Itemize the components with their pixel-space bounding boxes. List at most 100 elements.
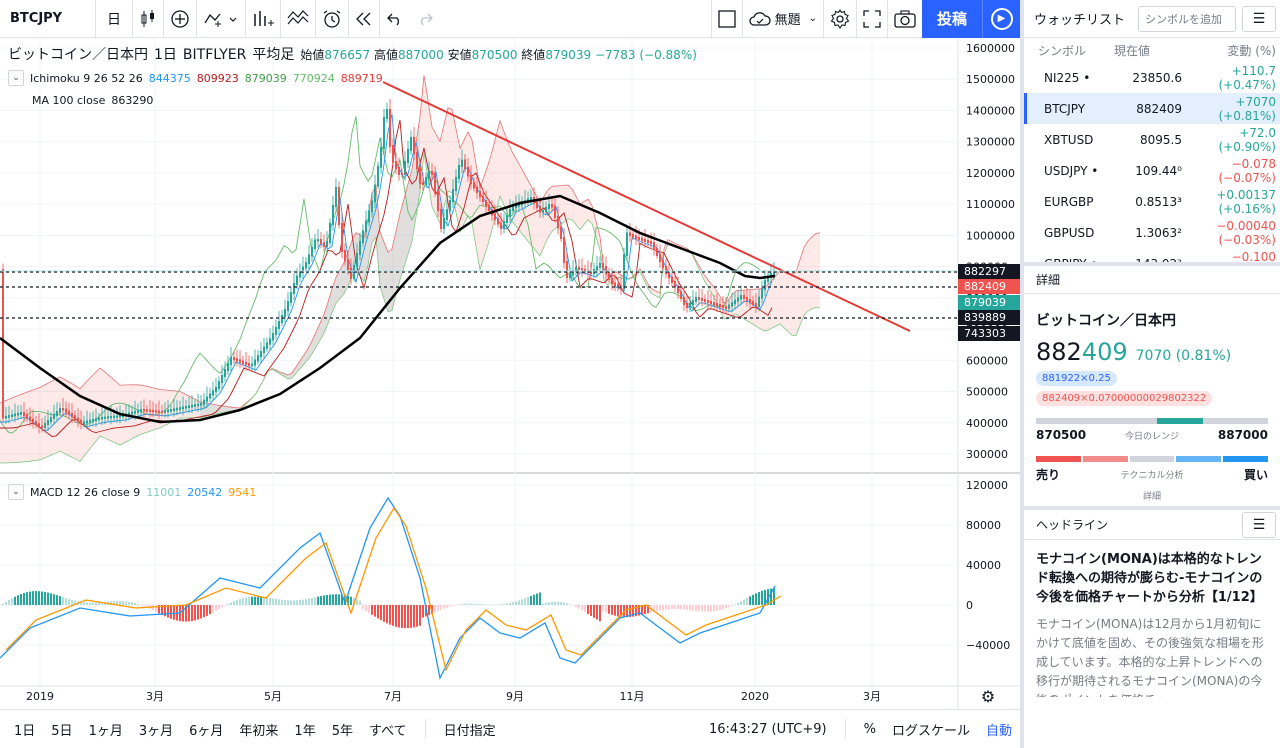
candle [695, 297, 697, 302]
news-headline[interactable]: モナコイン(MONA)は本格的なトレンド転換への期待が膨らむ-モナコインの今後を… [1036, 552, 1263, 605]
menu-icon[interactable]: ☰ [1242, 5, 1276, 32]
gear-icon[interactable] [824, 0, 856, 38]
chart-canvas[interactable]: 1600000150000014000001300000120000011000… [0, 38, 1020, 709]
macd-histogram-bar [290, 600, 292, 605]
watchlist-row[interactable]: EURGBP 0.8513³ +0.00137 (+0.16%) [1024, 186, 1280, 217]
interval-button[interactable]: 日 [107, 11, 121, 28]
headlines-menu-icon[interactable]: ☰ [1242, 511, 1276, 538]
divider [741, 0, 743, 38]
watchlist-row[interactable]: NI225 • 23850.6 +110.7 (+0.47%) [1024, 62, 1280, 93]
range-5y[interactable]: 5年 [331, 723, 353, 739]
macd-histogram-bar [566, 603, 568, 605]
legend-interval: 1日 [154, 47, 177, 63]
candle [224, 369, 226, 377]
candle [446, 209, 448, 220]
symbol-search-button[interactable]: BTCJPY [0, 0, 96, 38]
candle [512, 206, 514, 211]
col-change[interactable]: 変動 (%) [1227, 43, 1276, 58]
macd-histogram-bar [416, 605, 418, 627]
macd-histogram-bar [167, 605, 169, 618]
log-scale-button[interactable]: ログスケール [891, 723, 970, 739]
watchlist-row[interactable]: BTCJPY 882409 +7070 (+0.81%) [1024, 93, 1280, 124]
details-header[interactable]: 詳細 [1024, 262, 1280, 294]
candle [758, 296, 760, 307]
candle [38, 423, 40, 428]
watchlist-title[interactable]: ウォッチリスト [1034, 13, 1126, 28]
add-indicator-icon[interactable] [164, 0, 196, 38]
watchlist-row[interactable]: USDJPY • 109.44⁰ −0.078 (−0.07%) [1024, 155, 1280, 186]
watchlist-last: 0.8513³ [1135, 194, 1182, 209]
range-3m[interactable]: 3ヶ月 [138, 723, 174, 739]
watchlist-row[interactable]: GBPUSD 1.3063² −0.00040 (−0.03%) [1024, 217, 1280, 248]
add-symbol-input[interactable]: シンボルを追加 [1138, 5, 1236, 32]
col-last[interactable]: 現在値 [1114, 43, 1151, 58]
candle [716, 303, 718, 306]
technical-analysis-label[interactable]: テクニカル分析 [1120, 471, 1184, 481]
day-high: 887000 [1217, 428, 1268, 442]
compare-icon[interactable] [197, 0, 245, 38]
range-all[interactable]: すべて [368, 723, 407, 739]
clock-label[interactable]: 16:43:27 (UTC+9) [709, 721, 827, 737]
candle [728, 304, 730, 309]
indicators-icon[interactable] [246, 0, 280, 38]
range-5d[interactable]: 5日 [51, 723, 73, 739]
macd-histogram-bar [29, 591, 31, 605]
candle [383, 117, 385, 149]
candle [299, 271, 301, 278]
details-more-link[interactable]: 詳細 [1142, 492, 1161, 502]
candle [470, 174, 472, 184]
fullscreen-icon[interactable] [857, 0, 887, 38]
time-axis-label: 5月 [264, 690, 282, 703]
scale-settings-icon: ⚙ [981, 687, 995, 706]
play-button[interactable]: ▶ [982, 0, 1020, 38]
auto-scale-button[interactable]: 自動 [985, 723, 1012, 739]
layout-square-icon[interactable] [712, 0, 742, 38]
range-6m[interactable]: 6ヶ月 [189, 723, 224, 739]
watchlist-row[interactable]: GBPJPY •143.02² −0.100 (−0.07%) [1024, 248, 1280, 263]
headlines-header: ヘッドライン ☰ [1024, 506, 1280, 540]
macd-histogram-bar [344, 595, 346, 605]
candle [452, 189, 454, 202]
macd-histogram-bar [386, 605, 388, 624]
candle [725, 306, 727, 309]
legend-collapse-button[interactable]: ⌄ [8, 70, 24, 86]
col-symbol[interactable]: シンボル [1038, 43, 1087, 58]
candle [5, 415, 7, 419]
range-1d[interactable]: 1日 [14, 723, 36, 739]
range-ytd[interactable]: 年初来 [239, 723, 279, 739]
price-axis-label: 300000 [966, 448, 1008, 461]
candle [326, 241, 328, 247]
macd-histogram-bar [65, 598, 67, 605]
buy-label: 買い [1243, 468, 1268, 482]
headlines-title[interactable]: ヘッドライン [1036, 518, 1109, 532]
range-1y[interactable]: 1年 [294, 723, 316, 739]
macd-collapse-button[interactable]: ⌄ [8, 484, 24, 500]
macd-histogram-bar [611, 605, 613, 615]
replay-icon[interactable] [349, 0, 379, 38]
right-panel: ウォッチリスト シンボルを追加 ☰ シンボル 現在値 変動 (%) NI225 … [1020, 0, 1280, 748]
macd-histogram-bar [98, 602, 100, 605]
redo-icon[interactable] [410, 0, 440, 38]
publish-button[interactable]: 投稿 [922, 0, 982, 38]
macd-histogram-bar [443, 605, 445, 609]
undo-icon[interactable] [380, 0, 410, 38]
macd-histogram-bar [536, 593, 538, 605]
alert-clock-icon[interactable] [316, 0, 348, 38]
camera-icon[interactable] [888, 0, 922, 38]
macd-histogram-bar [752, 594, 754, 605]
range-1m[interactable]: 1ヶ月 [88, 723, 123, 739]
chart-type-candles-icon[interactable] [133, 0, 163, 38]
watchlist-row[interactable]: XBTUSD 8095.5 +72.0 (+0.90%) [1024, 124, 1280, 155]
chart-area[interactable]: 1600000 1500000 1400000 1300000 1200000 11000… [0, 38, 1020, 709]
candle [254, 359, 256, 366]
macd-histogram-bar [8, 600, 10, 605]
percent-scale-button[interactable]: % [863, 721, 876, 737]
cloud-save-button[interactable]: 無題 ⌄ [743, 0, 823, 38]
goto-date-button[interactable]: 日付指定 [443, 723, 496, 739]
templates-icon[interactable] [281, 0, 315, 38]
ichimoku-cloud-bear [0, 75, 820, 463]
macd-histogram-bar [209, 605, 211, 615]
divider [280, 0, 281, 38]
macd-histogram-bar [464, 603, 466, 605]
candle [608, 272, 610, 280]
